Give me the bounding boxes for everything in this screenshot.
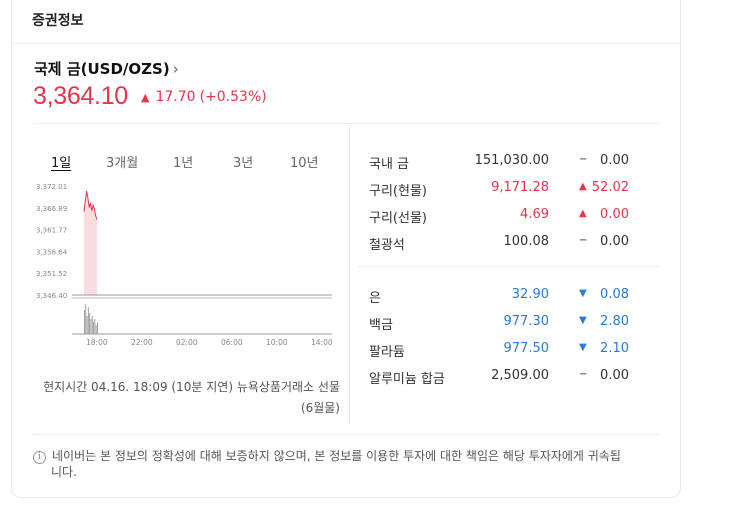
down-triangle-icon: ▼ xyxy=(579,288,587,299)
quote-name: 철광석 xyxy=(369,238,405,253)
quote-price: 2,509.00 xyxy=(491,368,549,383)
price-area xyxy=(84,191,97,295)
disclaimer-line2: 니다. xyxy=(51,465,77,479)
quote-change: 0.00 xyxy=(600,153,629,168)
price-chart[interactable]: 3,372.01 3,366.89 3,361.77 3,356.64 3,351.52… xyxy=(34,178,334,350)
stock-info-card: 증권정보 국제 금(USD/OZS) › 3,364.10 ▲ 17.70 (+0.5… xyxy=(11,0,681,498)
change-percent: (+0.53%) xyxy=(199,88,267,105)
x-tick-label: 10:00 xyxy=(266,338,288,347)
volume-bar xyxy=(86,316,88,334)
quote-row[interactable]: 구리(현물) 9,171.28 ▲ 52.02 xyxy=(369,180,659,200)
quote-row[interactable]: 국내 금 151,030.00 − 0.00 xyxy=(369,153,659,173)
quote-name: 팔라듐 xyxy=(369,345,405,360)
flat-dash-icon: − xyxy=(579,369,588,380)
source-text: 현지시간 04.16. 18:09 (10분 지연) 뉴욕상품거래소 선물(6월… xyxy=(43,380,340,415)
up-triangle-icon: ▲ xyxy=(141,90,150,104)
quote-row[interactable]: 구리(선물) 4.69 ▲ 0.00 xyxy=(369,207,659,227)
quote-row[interactable]: 철광석 100.08 − 0.00 xyxy=(369,234,659,254)
quote-row[interactable]: 알루미늄 합금 2,509.00 − 0.00 xyxy=(369,368,659,388)
quote-name: 구리(현물) xyxy=(369,184,427,199)
y-tick-label: 3,356.64 xyxy=(36,248,68,256)
volume-bar xyxy=(94,319,96,334)
quote-name: 알루미늄 합금 xyxy=(369,372,445,387)
footnote-divider xyxy=(33,434,661,435)
volume-bar xyxy=(89,313,91,334)
asset-name-link[interactable]: 국제 금(USD/OZS) › xyxy=(34,58,179,79)
y-tick-label: 3,351.52 xyxy=(36,270,67,278)
tab-3m[interactable]: 3개월 xyxy=(106,156,139,171)
quote-change: 2.10 xyxy=(600,341,629,356)
price-row: 3,364.10 ▲ 17.70 (+0.53%) xyxy=(33,82,267,112)
info-icon: i xyxy=(33,451,46,464)
quote-price: 9,171.28 xyxy=(491,180,549,195)
up-triangle-icon: ▲ xyxy=(579,181,587,192)
x-tick-label: 02:00 xyxy=(176,338,198,347)
vertical-divider xyxy=(349,124,350,424)
volume-bar xyxy=(84,310,85,334)
divider xyxy=(33,123,661,124)
quote-change: 0.08 xyxy=(600,287,629,302)
down-triangle-icon: ▼ xyxy=(579,342,587,353)
quote-change: 0.00 xyxy=(600,234,629,249)
x-tick-label: 22:00 xyxy=(131,338,153,347)
quote-row[interactable]: 팔라듐 977.50 ▼ 2.10 xyxy=(369,341,659,361)
volume-bar xyxy=(85,304,87,334)
current-price: 3,364.10 xyxy=(33,82,128,110)
quote-name: 백금 xyxy=(369,318,393,333)
tab-10y[interactable]: 10년 xyxy=(290,156,319,171)
up-triangle-icon: ▲ xyxy=(579,208,587,219)
volume-bar xyxy=(90,319,92,334)
asset-name: 국제 금(USD/OZS) xyxy=(34,60,170,78)
flat-dash-icon: − xyxy=(579,154,588,165)
y-tick-label: 3,346.40 xyxy=(36,292,67,300)
disclaimer-line1: 네이버는 본 정보의 정확성에 대해 보증하지 않으며, 본 정보를 이용한 투… xyxy=(52,449,621,463)
tab-3y[interactable]: 3년 xyxy=(233,156,254,171)
y-tick-label: 3,361.77 xyxy=(36,227,67,235)
period-tabs: 1일 3개월 1년 3년 10년 xyxy=(34,152,334,172)
volume-bar xyxy=(91,316,93,334)
volume-bar xyxy=(95,325,97,334)
y-tick-label: 3,366.89 xyxy=(36,205,67,213)
card-header: 증권정보 xyxy=(12,0,680,44)
price-line xyxy=(83,191,98,220)
volume-bar xyxy=(87,307,89,334)
flat-dash-icon: − xyxy=(579,235,588,246)
chevron-right-icon: › xyxy=(172,60,179,78)
quote-price: 32.90 xyxy=(511,287,549,302)
quote-price: 977.30 xyxy=(503,314,550,329)
quote-price: 977.50 xyxy=(503,341,550,356)
change-value: 17.70 xyxy=(155,88,196,105)
quote-change: 52.02 xyxy=(591,180,629,195)
quote-price: 4.69 xyxy=(520,207,549,222)
quote-change: 0.00 xyxy=(600,368,629,383)
quote-row[interactable]: 백금 977.30 ▼ 2.80 xyxy=(369,314,659,334)
x-tick-label: 14:00 xyxy=(311,338,333,347)
quote-name: 국내 금 xyxy=(369,157,410,172)
y-tick-label: 3,372.01 xyxy=(36,183,67,191)
x-tick-label: 18:00 xyxy=(86,338,108,347)
volume-bar xyxy=(93,322,94,334)
quote-separator xyxy=(358,266,661,267)
disclaimer: i 네이버는 본 정보의 정확성에 대해 보증하지 않으며, 본 정보를 이용한 … xyxy=(33,448,663,480)
quote-change: 0.00 xyxy=(600,207,629,222)
tab-1y[interactable]: 1년 xyxy=(173,156,194,171)
quote-name: 구리(선물) xyxy=(369,211,427,226)
quote-change: 2.80 xyxy=(600,314,629,329)
x-tick-label: 06:00 xyxy=(221,338,243,347)
volume-bar xyxy=(97,322,98,334)
quote-price: 100.08 xyxy=(503,234,550,249)
tab-1d[interactable]: 1일 xyxy=(51,156,72,171)
down-triangle-icon: ▼ xyxy=(579,315,587,326)
quote-name: 은 xyxy=(369,291,381,306)
price-change: ▲ 17.70 (+0.53%) xyxy=(141,89,267,105)
quote-price: 151,030.00 xyxy=(474,153,549,168)
quote-row[interactable]: 은 32.90 ▼ 0.08 xyxy=(369,287,659,307)
section-title: 증권정보 xyxy=(32,13,84,29)
